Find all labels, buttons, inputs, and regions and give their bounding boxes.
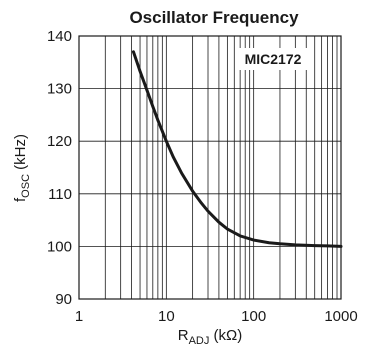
y-tick-label: 100 — [47, 238, 72, 255]
x-tick-label: 1 — [75, 308, 83, 325]
chart-title: Oscillator Frequency — [129, 8, 299, 27]
y-tick-label: 140 — [47, 28, 72, 45]
x-tick-labels: 1 10 100 1000 — [75, 308, 358, 325]
x-tick-label: 1000 — [324, 308, 357, 325]
annotation-background — [235, 48, 311, 70]
grid-lines — [79, 36, 341, 299]
y-tick-labels: 90 100 110 120 130 140 — [47, 28, 72, 308]
x-tick-label: 100 — [241, 308, 266, 325]
curve-layer — [131, 50, 343, 248]
y-tick-label: 90 — [55, 291, 72, 308]
y-tick-label: 120 — [47, 133, 72, 150]
device-annotation: MIC2172 — [245, 51, 302, 67]
y-axis-label: fOSC (kHz) — [12, 134, 32, 202]
plot-frame — [78, 35, 342, 300]
frequency-curve — [131, 50, 343, 248]
x-tick-label: 10 — [158, 308, 175, 325]
annotation-layer: MIC2172 — [235, 48, 311, 70]
x-axis-label: RADJ (kΩ) — [178, 327, 243, 347]
y-tick-label: 110 — [48, 186, 72, 203]
y-tick-label: 130 — [47, 81, 72, 98]
